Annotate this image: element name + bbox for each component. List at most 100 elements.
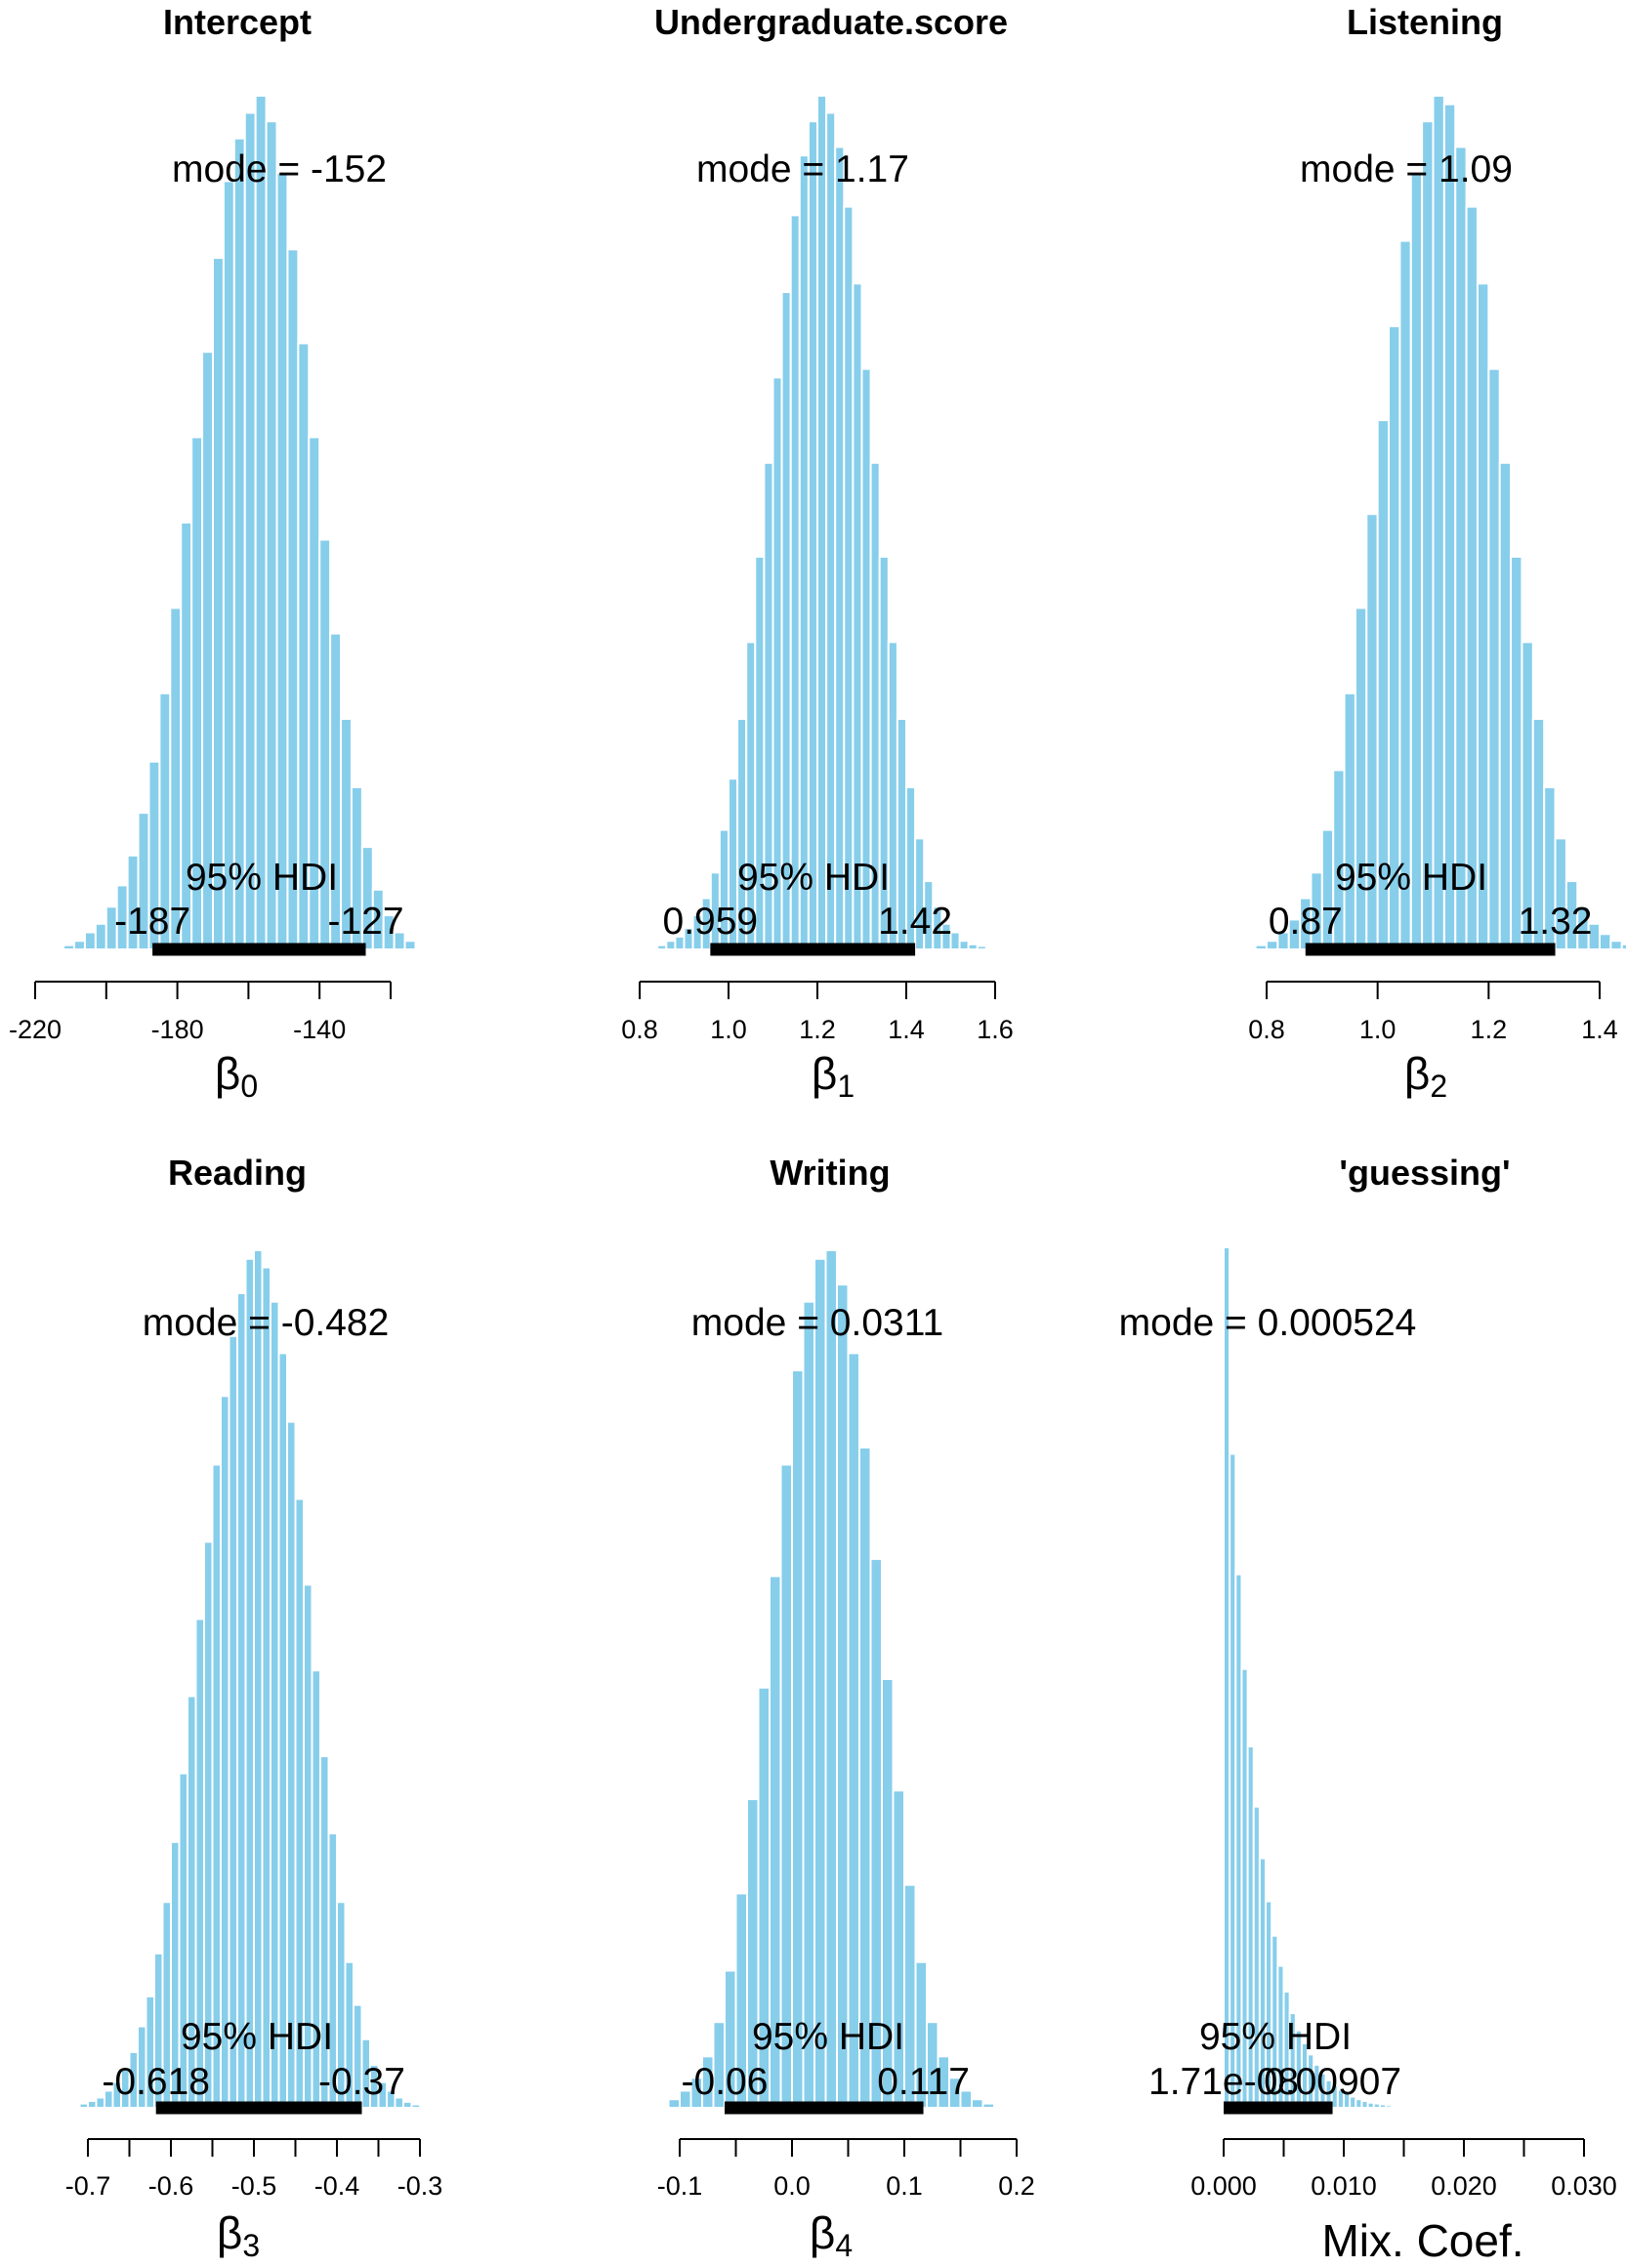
histogram-bar (261, 1266, 271, 2110)
x-tick-label: 0.1 (886, 2171, 923, 2201)
x-tick-label: 1.4 (888, 1015, 925, 1044)
x-axis-label-symbol: β (810, 2207, 835, 2258)
histogram-bar (802, 1300, 815, 2110)
hdi-label: 95% HDI (1335, 857, 1487, 899)
histogram-panel-1: Intercept mode = -152 95% HDI-187 -127 -220 -… (9, 2, 417, 1104)
x-tick-label: -180 (151, 1015, 204, 1044)
histogram-bar (847, 1352, 860, 2109)
histogram-bar (243, 111, 257, 951)
hdi-high-value: 0.117 (877, 2061, 970, 2103)
x-axis-label-subscript: 1 (837, 1069, 855, 1104)
histogram-bar (834, 146, 846, 950)
x-tick-label: 0.2 (998, 2171, 1035, 2201)
histogram-bar (211, 1463, 222, 2109)
histogram-bar (971, 2098, 984, 2109)
mode-annotation: mode = -0.482 (143, 1302, 390, 1344)
hdi-low-value: 0.87 (1269, 901, 1343, 943)
x-tick-label: -0.6 (148, 2171, 194, 2201)
histogram-bar (981, 2102, 995, 2110)
hdi-label: 95% HDI (737, 857, 890, 899)
x-tick-label: 0.8 (1248, 1015, 1285, 1044)
hdi-label: 95% HDI (181, 2016, 333, 2058)
histogram-bar (232, 137, 246, 950)
x-axis-label: β3 (217, 2207, 260, 2263)
histogram-bar (1343, 692, 1356, 950)
histogram-bar (843, 205, 855, 950)
histogram-bar (1620, 943, 1626, 950)
hdi-high-value: -127 (327, 901, 403, 943)
histogram-bar (1465, 205, 1479, 950)
x-axis-label-subscript: 0 (240, 1069, 258, 1104)
histogram-bar (976, 945, 987, 951)
mode-annotation: mode = -152 (172, 148, 387, 190)
histogram-bar (824, 1249, 838, 2109)
histogram-bar (265, 120, 278, 951)
histogram-bar (858, 1446, 872, 2109)
x-tick-label: 1.0 (710, 1015, 747, 1044)
histogram-bar (78, 2102, 89, 2110)
x-tick-label: 1.2 (1471, 1015, 1508, 1044)
histogram-bar (780, 291, 792, 950)
hdi-low-value: 1.71e-08 (1148, 2061, 1299, 2103)
x-axis-label: β4 (810, 2207, 853, 2263)
histogram-bar (1398, 239, 1412, 950)
x-axis-label-symbol: β (1404, 1048, 1430, 1099)
histogram-bar (791, 1368, 805, 2110)
x-tick-label: 0.020 (1431, 2171, 1497, 2201)
hdi-label: 95% HDI (1199, 2016, 1352, 2058)
histogram-bar (779, 1463, 793, 2109)
x-tick-label: -0.4 (314, 2171, 360, 2201)
x-axis-label: Mix. Coef. (1321, 2215, 1523, 2266)
histogram-bar (403, 940, 417, 951)
panel-title: Intercept (163, 2, 312, 42)
hdi-low-value: -0.618 (102, 2061, 210, 2103)
histogram-bar (1609, 940, 1623, 951)
x-tick-label: -0.1 (657, 2171, 703, 2201)
mode-annotation: mode = 1.17 (696, 148, 909, 190)
x-axis-label: β1 (812, 1048, 855, 1104)
histogram-bar (1510, 555, 1523, 951)
histogram-bar (1454, 146, 1468, 950)
histogram-bar (244, 1257, 255, 2109)
histogram-bar (63, 944, 76, 951)
histogram-bar (83, 931, 97, 951)
histogram-bar (220, 1395, 230, 2109)
histogram-bar (169, 607, 183, 951)
histogram-bar (656, 944, 668, 951)
histogram-bar (1487, 367, 1501, 950)
histogram-bar (270, 1300, 280, 2110)
hdi-high-value: 0.00907 (1264, 2061, 1401, 2103)
x-tick-label: 0.010 (1311, 2171, 1377, 2201)
hdi-label: 95% HDI (186, 857, 338, 899)
histogram-bar (852, 282, 863, 950)
histogram-bar (958, 940, 970, 951)
histogram-panel-6: 'guessing' mode = 0.000524 95% HDI1.71e-08… (1119, 1153, 1617, 2266)
x-tick-label: -0.3 (397, 2171, 443, 2201)
mode-annotation: mode = 0.0311 (691, 1302, 943, 1344)
mode-annotation: mode = 0.000524 (1119, 1302, 1417, 1344)
histogram-bar (813, 1257, 827, 2109)
x-axis-label-subscript: 4 (835, 2228, 853, 2263)
histogram-bar (1432, 95, 1445, 950)
histogram-bar (277, 1352, 288, 2109)
hdi-label: 95% HDI (752, 2016, 904, 2058)
histogram-bar (275, 171, 289, 951)
histogram-bar (286, 1420, 297, 2109)
x-axis-label-subscript: 2 (1430, 1069, 1447, 1104)
x-tick-label: 1.2 (799, 1015, 836, 1044)
histogram-bar (254, 95, 268, 950)
histogram-bar (1599, 933, 1612, 951)
x-tick-label: -220 (9, 1015, 62, 1044)
hdi-high-value: 1.42 (878, 901, 952, 943)
x-tick-label: 0.0 (773, 2171, 811, 2201)
histogram-bar (967, 943, 979, 950)
histogram-bar (825, 111, 837, 951)
panel-title: Reading (168, 1153, 307, 1193)
x-tick-label: 0.000 (1190, 2171, 1257, 2201)
histogram-bar (87, 2099, 98, 2110)
x-tick-label: 1.6 (977, 1015, 1014, 1044)
histogram-panel-4: Reading mode = -0.482 95% HDI-0.618 -0.37 -0… (65, 1153, 443, 2263)
x-axis-label-subscript: 3 (242, 2228, 260, 2263)
